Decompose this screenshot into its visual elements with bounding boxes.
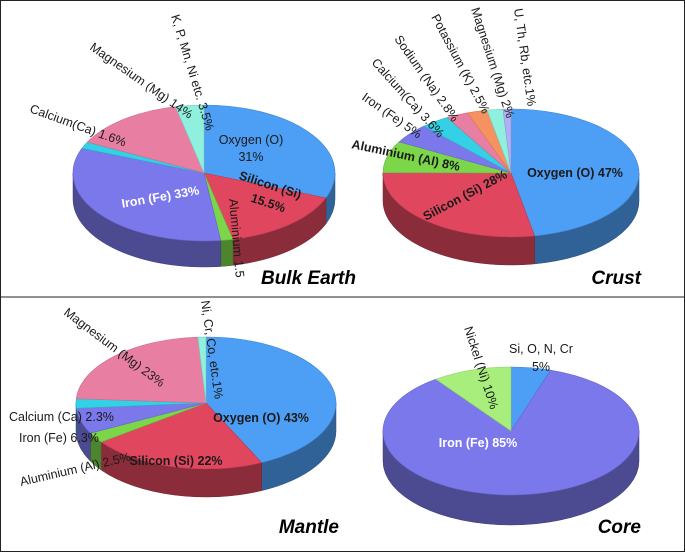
chart-layer: Oxygen (O)31%Silicon (Si)15.5%Aluminium …: [9, 6, 642, 538]
slice-value-oxygen-o: 31%: [238, 150, 263, 164]
pie-chart-core: Si, O, N, Cr5%Iron (Fe) 85%Nickel (Ni) 1…: [383, 325, 641, 538]
slice-label-calcium-ca: Calcium (Ca) 2.3%: [9, 410, 114, 424]
chart-title-mantle: Mantle: [279, 517, 340, 538]
chart-title-bulk-earth: Bulk Earth: [261, 268, 356, 289]
slice-label-si-o-n-cr: Si, O, N, Cr: [509, 342, 573, 356]
slice-label-oxygen-o: Oxygen (O) 47%: [527, 166, 623, 180]
slice-label-silicon-si: Silicon (Si) 22%: [129, 454, 222, 468]
slice-label-iron-fe: Iron (Fe) 6.3%: [19, 431, 99, 445]
slice-label-oxygen-o: Oxygen (O) 43%: [213, 411, 309, 425]
pie-chart-bulk-earth: Oxygen (O)31%Silicon (Si)15.5%Aluminium …: [28, 13, 356, 289]
slice-label-oxygen-o: Oxygen (O): [219, 133, 284, 147]
slice-label-u-th-rb-etc: U, Th, Rb, etc.1%: [511, 7, 539, 106]
slice-value-si-o-n-cr: 5%: [532, 360, 550, 374]
chart-title-core: Core: [598, 517, 642, 538]
pie-chart-mantle: Oxygen (O) 43%Silicon (Si) 22%Aluminium …: [9, 299, 339, 538]
slice-label-iron-fe: Iron (Fe) 85%: [439, 436, 518, 450]
pie-chart-crust: Oxygen (O) 47%Silicon (Si) 28%Aluminium …: [350, 6, 641, 289]
chart-title-crust: Crust: [591, 268, 641, 289]
